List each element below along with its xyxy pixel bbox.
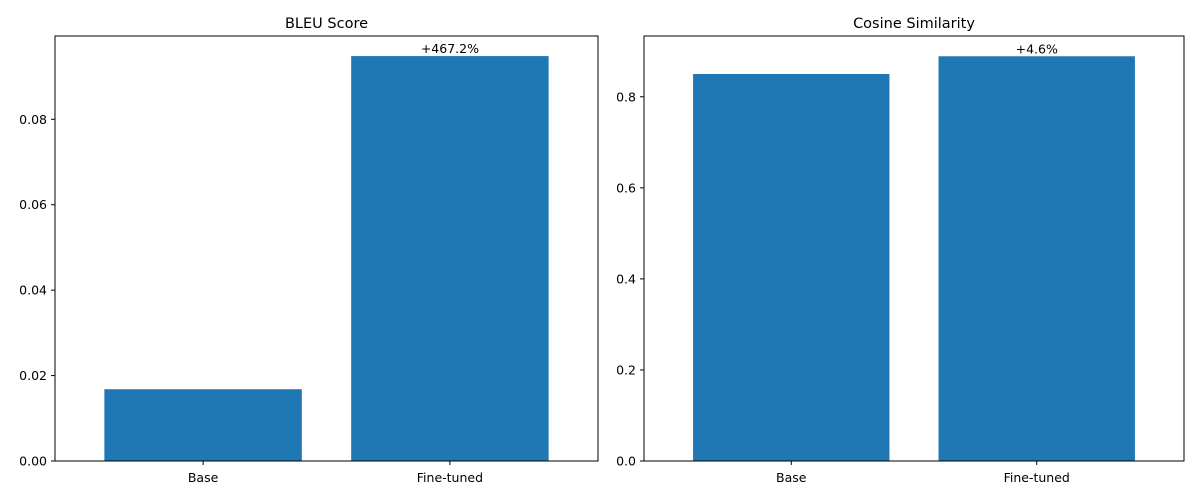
y-tick-label: 0.0 (616, 454, 636, 469)
axes-frame (643, 35, 1185, 462)
x-tick-label: Base (776, 470, 807, 485)
bar-value-label: +4.6% (1016, 41, 1058, 56)
bar-base (104, 389, 302, 461)
chart-title: Cosine Similarity (853, 16, 975, 32)
y-tick-label: 0.6 (616, 180, 636, 195)
bar-value-label: +467.2% (421, 41, 479, 56)
y-tick-label: 0.00 (19, 454, 47, 469)
x-axis-ticks: Base Fine-tuned (188, 461, 483, 485)
chart-title: BLEU Score (285, 16, 368, 32)
y-tick-label: 0.8 (616, 89, 636, 104)
y-axis-ticks: 0.00 0.02 0.04 0.06 0.08 (19, 112, 55, 469)
chart-bleu-score: BLEU Score +467.2% 0.000.020.040.060.08 … (19, 16, 599, 485)
bars (693, 56, 1135, 462)
x-axis-ticks: Base Fine-tuned (776, 461, 1070, 485)
y-tick-label: 0.08 (19, 112, 47, 127)
y-axis-ticks: 0.0 0.2 0.4 0.6 0.8 (616, 89, 644, 469)
axes-frame (54, 35, 599, 462)
bar-fine-tuned (351, 56, 549, 461)
x-tick-label: Base (188, 470, 219, 485)
y-tick-label: 0.04 (19, 283, 47, 298)
chart-cosine-similarity: Cosine Similarity +4.6% 0.00.20.40.60.8 … (616, 16, 1185, 485)
bar-fine-tuned (938, 56, 1135, 462)
bar-labels: +467.2% (421, 41, 479, 56)
y-tick-label: 0.4 (616, 271, 636, 286)
bars (104, 56, 549, 461)
bar-labels: +4.6% (1016, 41, 1058, 56)
y-tick-label: 0.2 (616, 362, 636, 377)
y-tick-label: 0.02 (19, 368, 47, 383)
x-tick-label: Fine-tuned (417, 470, 483, 485)
y-tick-label: 0.06 (19, 197, 47, 212)
x-tick-label: Fine-tuned (1004, 470, 1070, 485)
bar-base (693, 74, 890, 461)
